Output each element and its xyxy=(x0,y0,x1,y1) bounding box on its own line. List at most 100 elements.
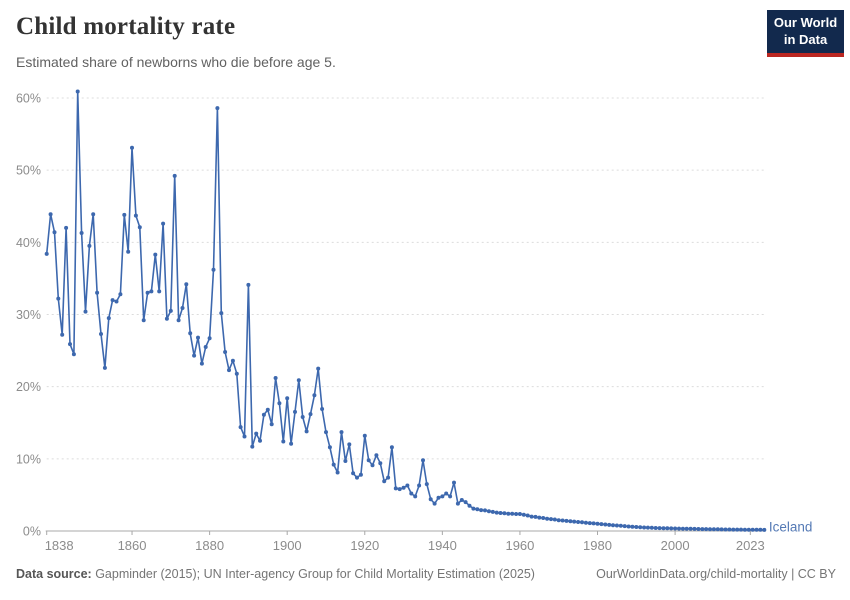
data-point-marker[interactable] xyxy=(382,479,387,484)
data-point-marker[interactable] xyxy=(137,225,142,230)
data-point-marker[interactable] xyxy=(293,409,297,414)
data-point-marker[interactable] xyxy=(409,491,414,496)
data-point-marker[interactable] xyxy=(184,282,189,287)
data-point-marker[interactable] xyxy=(424,482,429,487)
data-point-marker[interactable] xyxy=(704,527,709,532)
data-point-marker[interactable] xyxy=(335,470,340,475)
data-point-marker[interactable] xyxy=(556,518,561,523)
data-point-marker[interactable] xyxy=(296,378,301,383)
data-point-marker[interactable] xyxy=(436,495,441,500)
data-point-marker[interactable] xyxy=(370,463,375,468)
data-point-marker[interactable] xyxy=(52,230,57,235)
data-point-marker[interactable] xyxy=(483,508,487,513)
data-point-marker[interactable] xyxy=(261,412,266,417)
data-point-marker[interactable] xyxy=(304,429,309,434)
data-point-marker[interactable] xyxy=(64,225,69,230)
data-point-marker[interactable] xyxy=(230,358,235,363)
data-point-marker[interactable] xyxy=(506,511,511,516)
data-point-marker[interactable] xyxy=(277,401,282,406)
data-point-marker[interactable] xyxy=(223,350,228,354)
data-point-marker[interactable] xyxy=(471,506,476,511)
data-point-marker[interactable] xyxy=(568,519,573,524)
data-point-marker[interactable] xyxy=(529,514,534,519)
data-point-marker[interactable] xyxy=(719,527,724,532)
data-point-marker[interactable] xyxy=(110,298,115,303)
data-point-marker[interactable] xyxy=(642,525,647,530)
data-point-marker[interactable] xyxy=(393,486,398,491)
data-point-marker[interactable] xyxy=(510,511,515,516)
data-point-marker[interactable] xyxy=(564,518,569,523)
data-point-marker[interactable] xyxy=(413,494,418,499)
data-point-marker[interactable] xyxy=(281,439,286,444)
data-point-marker[interactable] xyxy=(700,527,705,532)
owid-citation-link[interactable]: OurWorldinData.org/child-mortality | CC … xyxy=(596,567,836,581)
data-point-marker[interactable] xyxy=(549,517,553,522)
data-point-marker[interactable] xyxy=(358,472,363,477)
data-point-marker[interactable] xyxy=(746,527,751,532)
data-point-marker[interactable] xyxy=(494,510,499,515)
data-point-marker[interactable] xyxy=(339,430,344,435)
data-point-marker[interactable] xyxy=(448,494,453,499)
data-point-marker[interactable] xyxy=(715,527,720,532)
data-point-marker[interactable] xyxy=(258,438,262,443)
data-point-marker[interactable] xyxy=(731,527,736,532)
data-point-marker[interactable] xyxy=(60,332,65,337)
data-point-marker[interactable] xyxy=(285,396,290,401)
data-point-marker[interactable] xyxy=(677,526,681,531)
data-point-marker[interactable] xyxy=(645,525,650,530)
data-point-marker[interactable] xyxy=(661,526,666,531)
data-point-marker[interactable] xyxy=(405,483,410,488)
data-point-marker[interactable] xyxy=(649,525,654,530)
data-point-marker[interactable] xyxy=(727,527,732,532)
data-point-marker[interactable] xyxy=(133,213,138,218)
data-point-marker[interactable] xyxy=(196,335,200,340)
data-point-marker[interactable] xyxy=(611,523,615,528)
data-point-marker[interactable] xyxy=(308,412,313,417)
data-point-marker[interactable] xyxy=(153,252,158,257)
data-point-marker[interactable] xyxy=(622,524,627,529)
data-point-marker[interactable] xyxy=(742,527,747,532)
data-point-marker[interactable] xyxy=(211,267,216,272)
data-point-marker[interactable] xyxy=(141,318,146,323)
data-point-marker[interactable] xyxy=(537,515,542,520)
data-point-marker[interactable] xyxy=(130,145,134,150)
data-point-marker[interactable] xyxy=(289,441,294,446)
data-point-marker[interactable] xyxy=(607,522,612,527)
data-point-marker[interactable] xyxy=(750,527,755,532)
data-point-marker[interactable] xyxy=(215,106,220,111)
data-point-marker[interactable] xyxy=(533,514,538,519)
data-point-marker[interactable] xyxy=(203,345,208,349)
data-point-marker[interactable] xyxy=(576,520,581,524)
data-point-marker[interactable] xyxy=(599,522,604,527)
data-point-marker[interactable] xyxy=(580,520,584,525)
data-point-marker[interactable] xyxy=(273,376,278,380)
data-point-marker[interactable] xyxy=(250,444,255,449)
data-point-marker[interactable] xyxy=(149,289,154,294)
data-point-marker[interactable] xyxy=(696,527,701,531)
data-point-marker[interactable] xyxy=(521,512,526,517)
data-point-marker[interactable] xyxy=(192,353,197,358)
data-point-marker[interactable] xyxy=(199,361,204,366)
data-point-marker[interactable] xyxy=(366,458,371,463)
data-point-marker[interactable] xyxy=(91,212,96,217)
data-point-marker[interactable] xyxy=(514,512,519,516)
data-point-marker[interactable] xyxy=(343,459,348,463)
data-point-marker[interactable] xyxy=(71,352,76,357)
data-point-marker[interactable] xyxy=(758,527,763,532)
data-point-marker[interactable] xyxy=(417,483,422,488)
data-point-marker[interactable] xyxy=(95,290,100,295)
data-point-marker[interactable] xyxy=(246,282,251,287)
data-point-marker[interactable] xyxy=(754,527,759,532)
data-point-marker[interactable] xyxy=(630,524,635,529)
data-point-marker[interactable] xyxy=(517,512,522,516)
data-point-marker[interactable] xyxy=(467,503,472,508)
data-point-marker[interactable] xyxy=(242,434,247,439)
data-point-marker[interactable] xyxy=(684,526,689,531)
data-point-marker[interactable] xyxy=(634,525,639,529)
data-point-marker[interactable] xyxy=(440,494,445,499)
data-point-marker[interactable] xyxy=(102,365,107,370)
data-point-marker[interactable] xyxy=(692,526,697,531)
data-point-marker[interactable] xyxy=(172,173,177,178)
data-point-marker[interactable] xyxy=(591,521,596,526)
